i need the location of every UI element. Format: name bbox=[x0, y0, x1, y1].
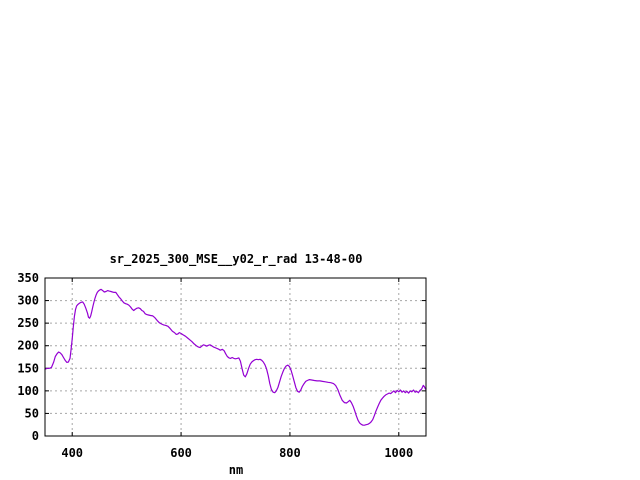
y-tick-label: 50 bbox=[25, 406, 39, 420]
chart-title: sr_2025_300_MSE__y02_r_rad 13-48-00 bbox=[110, 252, 363, 267]
x-tick-label: 600 bbox=[170, 446, 192, 460]
x-axis-label: nm bbox=[229, 463, 243, 477]
y-tick-label: 100 bbox=[17, 384, 39, 398]
y-tick-label: 150 bbox=[17, 361, 39, 375]
y-tick-label: 350 bbox=[17, 271, 39, 285]
x-tick-label: 400 bbox=[61, 446, 83, 460]
axis-tick-labels: 400 600 800 1000 0 50 100 150 200 250 300 350 bbox=[17, 271, 413, 460]
series-spectrum bbox=[44, 288, 427, 426]
grid-lines bbox=[45, 278, 426, 436]
y-tick-label: 250 bbox=[17, 316, 39, 330]
y-tick-label: 0 bbox=[32, 429, 39, 443]
y-tick-label: 200 bbox=[17, 339, 39, 353]
y-tick-label: 300 bbox=[17, 294, 39, 308]
axis-ticks bbox=[45, 277, 426, 437]
plot-border bbox=[44, 277, 427, 437]
x-tick-label: 800 bbox=[279, 446, 301, 460]
x-tick-label: 1000 bbox=[384, 446, 413, 460]
spectrum-line bbox=[44, 288, 427, 426]
